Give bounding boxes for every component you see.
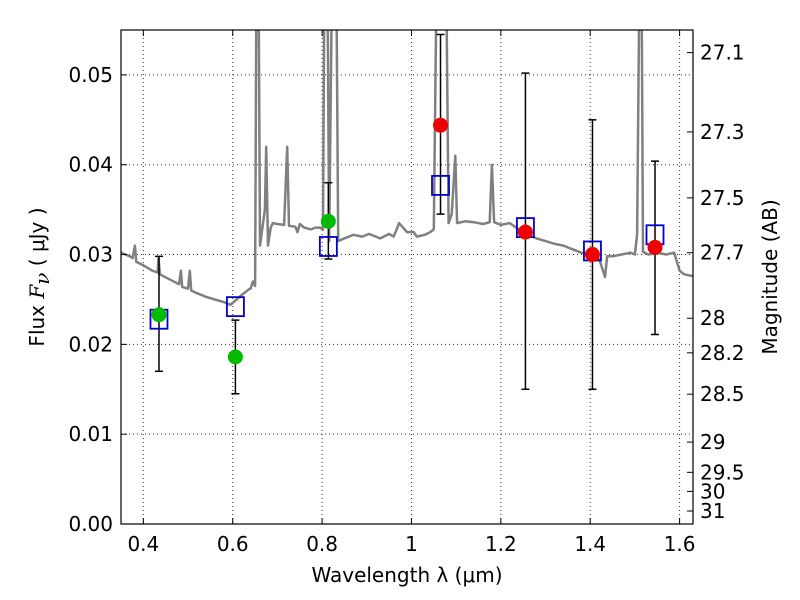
x-tick-label: 1 <box>405 532 418 556</box>
right-tick-label: 27.1 <box>700 41 745 65</box>
observed-nir-point <box>647 239 663 255</box>
y-axis-label-prefix: Flux <box>25 299 49 347</box>
y-tick-label: 0.04 <box>68 153 113 177</box>
observed-nir-point <box>433 117 449 133</box>
y-axis-label-right-group: Magnitude (AB) <box>758 199 782 354</box>
right-tick-label: 29.5 <box>700 460 745 484</box>
y-axis-label-subscript: ν <box>30 273 54 285</box>
y-axis-label-unit: ( μJy ) <box>25 207 49 272</box>
right-tick-label: 30 <box>700 479 725 503</box>
y-tick-label: 0.00 <box>68 512 113 536</box>
x-tick-label: 0.6 <box>217 532 249 556</box>
x-tick-label: 0.4 <box>127 532 159 556</box>
right-tick-label: 31 <box>700 499 725 523</box>
y-tick-label: 0.03 <box>68 243 113 267</box>
right-tick-label: 29 <box>700 430 725 454</box>
y-tick-label: 0.02 <box>68 332 113 356</box>
svg-text:Flux Fν ( μJy ): Flux Fν ( μJy ) <box>25 207 54 346</box>
y-axis-label-symbol: F <box>25 284 49 300</box>
ticks: 0.4 0.6 0.8 1 1.2 1.4 1.6 0.00 0.01 0.02 0.03 0.04 0… <box>68 30 745 556</box>
observed-optical-point <box>227 349 243 365</box>
model-photometry-square <box>318 236 338 257</box>
observed-nir-point <box>517 224 533 240</box>
observed-optical-point <box>151 307 167 323</box>
right-tick-label: 27.3 <box>700 120 745 144</box>
right-tick-label: 27.7 <box>700 241 745 265</box>
y-tick-label: 0.05 <box>68 63 113 87</box>
observed-points-layer <box>151 117 663 365</box>
right-tick-label: 28.5 <box>700 382 745 406</box>
y-axis-label-right: Magnitude (AB) <box>758 199 782 354</box>
y-axis-label-left: Flux Fν ( μJy ) <box>25 207 54 346</box>
right-tick-label: 28.2 <box>700 341 745 365</box>
right-tick-label: 28 <box>700 306 725 330</box>
x-tick-label: 0.8 <box>306 532 338 556</box>
model-photometry-square <box>431 174 450 196</box>
x-tick-label: 1.4 <box>574 532 606 556</box>
x-axis-label: Wavelength λ (μm) <box>311 563 502 587</box>
model-photometry-square <box>225 296 245 318</box>
observed-optical-point <box>320 213 336 229</box>
observed-nir-point <box>584 247 600 263</box>
x-tick-label: 1.6 <box>664 532 696 556</box>
y-tick-label: 0.01 <box>68 422 113 446</box>
plot-frame <box>120 29 694 525</box>
x-tick-label: 1.2 <box>485 532 517 556</box>
right-tick-label: 27.5 <box>700 186 745 210</box>
